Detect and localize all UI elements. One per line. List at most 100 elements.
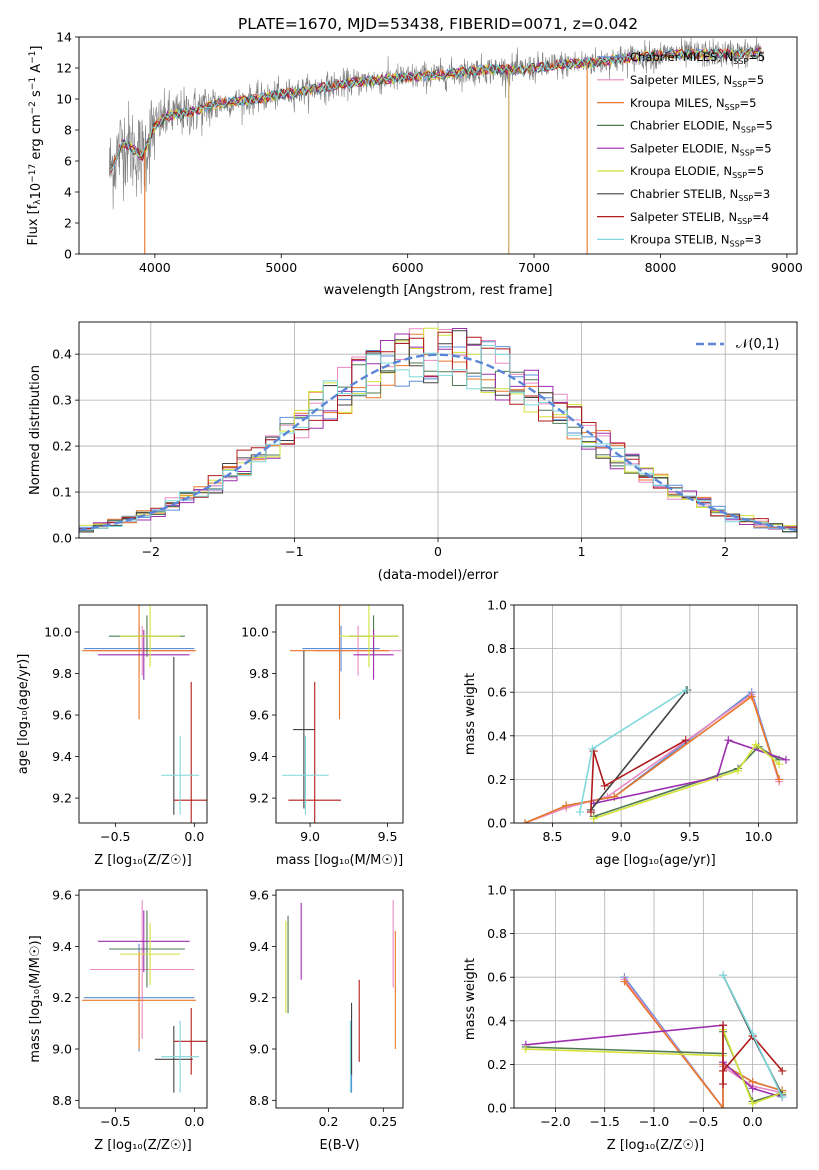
y-label-part: A	[29, 64, 44, 77]
weight-marker-7	[586, 808, 595, 817]
y-tick-label: 0.0	[487, 816, 507, 831]
y-tick-label: 0.8	[487, 926, 507, 941]
model-spectrum-2	[110, 47, 762, 170]
y-label-part: 10	[29, 183, 44, 200]
y-axis-label: mass weight	[463, 673, 478, 755]
x-axis-label: (data-model)/error	[378, 568, 499, 583]
weight-marker-4	[782, 755, 791, 764]
y-label-part: s	[29, 90, 44, 101]
legend-text: Salpeter ELODIE, N	[630, 141, 740, 155]
spectrum-plot-area	[109, 37, 765, 254]
weight-marker-7	[719, 1021, 728, 1030]
y-label-part: −1	[28, 77, 38, 90]
y-tick-label: 9.4	[52, 749, 72, 764]
x-tick-label: 0.0	[743, 1114, 763, 1129]
y-tick-label: 0.3	[52, 393, 72, 408]
y-axis-label: age [log₁₀(age/yr)]	[16, 654, 31, 775]
weight-marker-8	[719, 971, 728, 980]
legend-sub: SSP	[733, 57, 748, 66]
age_vs_mass-plot-area	[282, 605, 402, 823]
weight_vs_Z-plot-area	[521, 971, 787, 1108]
age_vs_Z-plot-area	[82, 605, 207, 823]
y-tick-label: 9.6	[52, 708, 72, 723]
y-tick-label: 9.6	[249, 708, 269, 723]
x-axis-label: Z [log₁₀(Z/Z☉)]	[607, 1138, 704, 1153]
weight-marker-7	[778, 1066, 787, 1075]
legend-label-6: Chabrier STELIB, NSSP=3	[630, 187, 770, 203]
legend-sub: SSP	[732, 80, 747, 89]
legend-label-0: Chabrier MILES, NSSP=5	[630, 50, 765, 66]
weight-line-5	[593, 743, 780, 820]
y-tick-label: 0.2	[487, 772, 507, 787]
x-tick-label: −0.5	[688, 1114, 718, 1129]
residuals-plot-area	[79, 327, 797, 533]
residuals-axes: −2 −1 0 1 2 0.0 0.1 0.2 0.3 0.4	[52, 321, 798, 559]
axes-frame	[78, 889, 208, 1109]
legend-text: Salpeter STELIB, N	[630, 210, 737, 224]
y-label-sub: λ	[33, 199, 43, 205]
legend-label-1: Salpeter MILES, NSSP=5	[630, 73, 764, 89]
y-label-part: −17	[28, 164, 38, 183]
legend-label-2: Kroupa MILES, NSSP=5	[630, 96, 756, 112]
weight-marker-2	[562, 801, 571, 810]
legend-sub: SSP	[738, 194, 753, 203]
weight_vs_age-plot-area	[520, 686, 791, 823]
weight-marker-8	[778, 1093, 787, 1102]
y-axis-label: Normed distribution	[28, 365, 43, 495]
legend-text: Chabrier ELODIE, N	[630, 119, 741, 133]
legend-text: Salpeter MILES, N	[630, 73, 732, 87]
figure-title: PLATE=1670, MJD=53438, FIBERID=0071, z=0…	[238, 15, 638, 33]
y-tick-label: 9.4	[52, 939, 72, 954]
mass_vs_EBV-axes: 0.2 0.25 8.8 9.0 9.2 9.4 9.6	[249, 888, 404, 1129]
y-tick-label: 0.1	[52, 485, 72, 500]
y-tick-label: 6	[64, 154, 72, 169]
y-tick-label: 12	[56, 61, 72, 76]
legend-sub: SSP	[737, 217, 752, 226]
axes-frame	[78, 36, 798, 255]
x-tick-label: 6000	[392, 260, 424, 275]
axes-frame	[275, 889, 404, 1109]
y-tick-label: 0.8	[487, 641, 507, 656]
weight-marker-8	[681, 686, 690, 695]
legend-tail: =3	[745, 233, 762, 247]
weight-marker-7	[719, 1080, 728, 1089]
y-tick-label: 1.0	[487, 883, 507, 898]
legend-sub: SSP	[741, 126, 756, 135]
y-tick-label: 9.4	[249, 939, 269, 954]
weight-marker-5	[733, 766, 742, 775]
weight_vs_Z-axes: −2.0 −1.5 −1.0 −0.5 0.0 0.0 0.2 0.4 0.6 0.8 1.0	[487, 883, 798, 1129]
weight-marker-2	[747, 692, 756, 701]
y-tick-label: 1.0	[487, 598, 507, 613]
weight_vs_age-axes: 8.5 9.0 9.5 10.0 0.0 0.2 0.4 0.6 0.8 1.0	[487, 598, 798, 844]
legend-sub: SSP	[725, 103, 740, 112]
x-tick-label: 9.5	[680, 829, 700, 844]
legend-tail: =5	[747, 73, 764, 87]
weight-marker-2	[775, 775, 784, 784]
mass_vs_Z-plot-area	[82, 900, 207, 1093]
x-tick-label: −0.5	[100, 1114, 130, 1129]
weight-marker-5	[748, 1099, 757, 1108]
axes-frame	[78, 321, 798, 539]
y-tick-label: 9.8	[52, 666, 72, 681]
y-tick-label: 10	[56, 92, 72, 107]
legend-text: Kroupa ELODIE, N	[630, 164, 732, 178]
x-tick-label: 9000	[771, 260, 803, 275]
weight-marker-5	[751, 740, 760, 749]
x-tick-label: −2.0	[540, 1114, 570, 1129]
weight-line-7	[590, 739, 687, 813]
y-tick-label: 8	[64, 123, 72, 138]
x-tick-label: 10.0	[745, 829, 773, 844]
y-tick-label: 8.8	[249, 1093, 269, 1108]
y-label-part: ]	[29, 46, 44, 51]
weight-marker-5	[589, 814, 598, 823]
y-tick-label: 9.2	[249, 990, 269, 1005]
y-tick-label: 0.4	[487, 728, 507, 743]
y-tick-label: 9.0	[249, 1042, 269, 1057]
weight-marker-7	[681, 736, 690, 745]
x-tick-label: 8.5	[543, 829, 563, 844]
weight-marker-2	[520, 819, 529, 823]
weight-marker-8	[588, 744, 597, 753]
weight-marker-7	[600, 781, 609, 790]
legend-sub: SSP	[732, 171, 747, 180]
